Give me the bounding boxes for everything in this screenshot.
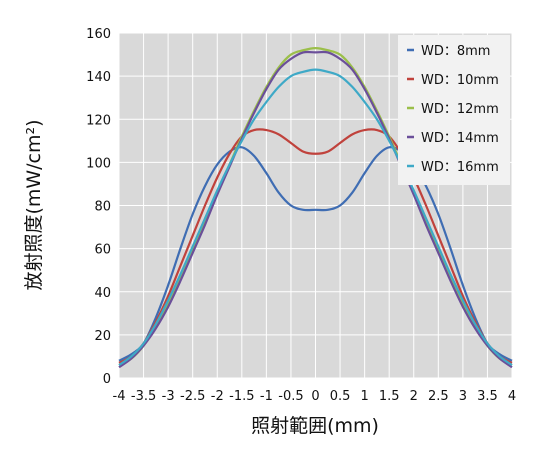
legend-label: WD：14mm xyxy=(421,131,499,146)
legend-label: WD：8mm xyxy=(421,44,490,59)
x-tick-label: 0.5 xyxy=(330,389,351,404)
x-tick-label: 3 xyxy=(459,389,467,404)
y-tick-label: 140 xyxy=(86,70,111,85)
y-axis-title: 放射照度(mW/cm²) xyxy=(23,119,45,290)
y-tick-label: 100 xyxy=(86,156,111,171)
series-line-4 xyxy=(118,50,513,369)
x-tick-label: -2 xyxy=(211,389,224,404)
series-line-1 xyxy=(118,146,513,362)
x-tick-label: 0 xyxy=(311,389,319,404)
x-tick-label: -1.5 xyxy=(229,389,254,404)
x-tick-label: -0.5 xyxy=(278,389,303,404)
x-tick-label: -4 xyxy=(113,389,126,404)
x-tick-label: 1 xyxy=(360,389,368,404)
x-tick-label: 3.5 xyxy=(477,389,498,404)
y-tick-labels: 0 20 40 60 80 100 120 140 160 xyxy=(86,27,111,387)
y-tick-label: 20 xyxy=(94,329,111,344)
x-tick-label: 4 xyxy=(508,389,516,404)
legend: WD：8mm WD：10mm WD：12mm WD：14mm WD：16mm xyxy=(398,35,510,185)
x-tick-labels: -4 -3.5 -3 -2.5 -2 -1.5 -1 -0.5 0 0.5 1 1.5 2 2.5 3 3.5… xyxy=(113,389,517,404)
y-tick-label: 160 xyxy=(86,27,111,42)
x-tick-label: -3.5 xyxy=(131,389,156,404)
y-tick-label: 60 xyxy=(94,243,111,258)
legend-label: WD：12mm xyxy=(421,102,499,117)
y-tick-label: 0 xyxy=(103,372,111,387)
y-tick-label: 80 xyxy=(94,200,111,215)
y-tick-label: 120 xyxy=(86,113,111,128)
series-line-5 xyxy=(118,68,513,366)
x-tick-label: -3 xyxy=(162,389,175,404)
x-tick-label: 1.5 xyxy=(379,389,400,404)
x-tick-label: -2.5 xyxy=(180,389,205,404)
legend-box xyxy=(398,35,510,185)
x-tick-label: 2 xyxy=(410,389,418,404)
legend-label: WD：16mm xyxy=(421,160,499,175)
y-tick-label: 40 xyxy=(94,286,111,301)
x-tick-label: 2.5 xyxy=(428,389,449,404)
series-line-2 xyxy=(118,128,513,364)
x-tick-label: -1 xyxy=(260,389,273,404)
series-lines xyxy=(118,46,513,369)
x-axis-title: 照射範囲(mm) xyxy=(251,415,379,437)
legend-label: WD：10mm xyxy=(421,73,499,88)
